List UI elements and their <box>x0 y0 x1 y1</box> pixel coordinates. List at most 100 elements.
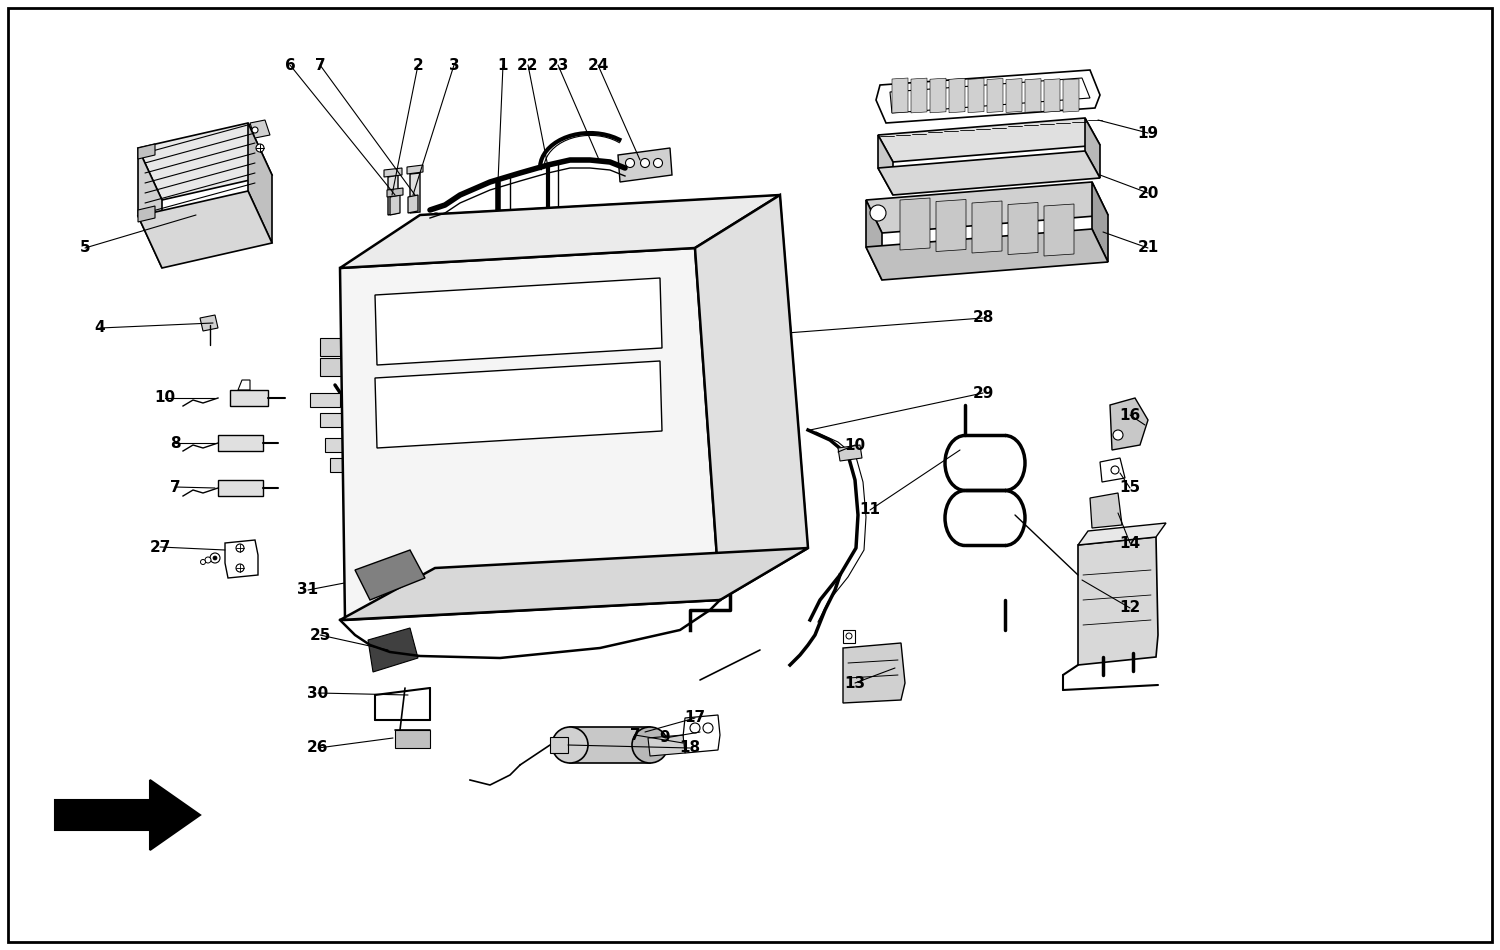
Polygon shape <box>890 78 1090 113</box>
Text: 14: 14 <box>1119 536 1140 550</box>
Polygon shape <box>1064 79 1078 112</box>
Polygon shape <box>936 200 966 252</box>
Circle shape <box>632 727 668 763</box>
Text: 31: 31 <box>297 582 318 598</box>
Polygon shape <box>340 195 780 268</box>
Polygon shape <box>550 737 568 753</box>
Polygon shape <box>930 78 946 113</box>
Circle shape <box>626 159 634 167</box>
Polygon shape <box>555 560 578 577</box>
Polygon shape <box>968 79 984 113</box>
Text: 30: 30 <box>308 686 328 700</box>
Text: 21: 21 <box>1137 240 1158 256</box>
Polygon shape <box>839 445 862 461</box>
Polygon shape <box>694 195 808 600</box>
Polygon shape <box>356 550 424 600</box>
Polygon shape <box>1110 398 1148 450</box>
Polygon shape <box>310 393 340 407</box>
Circle shape <box>870 205 886 221</box>
Text: 11: 11 <box>859 503 880 518</box>
Text: 7: 7 <box>170 480 180 495</box>
Text: 13: 13 <box>844 675 865 691</box>
Polygon shape <box>410 173 420 213</box>
Circle shape <box>256 144 264 152</box>
Circle shape <box>456 536 464 544</box>
Polygon shape <box>1007 79 1022 112</box>
Polygon shape <box>878 151 1100 195</box>
Polygon shape <box>340 548 808 620</box>
Polygon shape <box>387 188 404 197</box>
Polygon shape <box>1078 523 1166 545</box>
Polygon shape <box>56 780 200 850</box>
Polygon shape <box>375 361 662 448</box>
Text: 5: 5 <box>80 240 90 256</box>
Circle shape <box>236 564 244 572</box>
Text: 6: 6 <box>285 58 296 72</box>
Polygon shape <box>230 390 268 406</box>
Text: 16: 16 <box>1119 408 1140 423</box>
Polygon shape <box>320 413 350 427</box>
Polygon shape <box>878 118 1100 162</box>
Polygon shape <box>420 195 808 568</box>
Polygon shape <box>138 144 154 159</box>
Text: 25: 25 <box>309 628 330 642</box>
Polygon shape <box>456 532 464 548</box>
Polygon shape <box>1084 118 1100 178</box>
Circle shape <box>210 553 220 563</box>
Polygon shape <box>1090 493 1122 528</box>
Text: 7: 7 <box>315 58 326 72</box>
Text: 9: 9 <box>660 731 670 746</box>
Polygon shape <box>320 358 348 376</box>
Text: 20: 20 <box>1137 185 1158 200</box>
Polygon shape <box>618 148 672 182</box>
Polygon shape <box>648 735 686 756</box>
Text: 22: 22 <box>518 58 538 72</box>
Polygon shape <box>878 135 892 195</box>
Polygon shape <box>406 165 423 174</box>
Circle shape <box>201 560 206 564</box>
Text: 3: 3 <box>448 58 459 72</box>
Text: 17: 17 <box>684 711 705 726</box>
Text: 4: 4 <box>94 320 105 335</box>
Polygon shape <box>1100 458 1125 482</box>
Circle shape <box>690 723 700 733</box>
Circle shape <box>1112 466 1119 474</box>
Polygon shape <box>682 715 720 753</box>
Circle shape <box>704 723 712 733</box>
Polygon shape <box>225 540 258 578</box>
Polygon shape <box>900 198 930 250</box>
Polygon shape <box>248 123 272 243</box>
Polygon shape <box>320 338 348 356</box>
Circle shape <box>206 557 212 563</box>
Polygon shape <box>843 643 904 703</box>
Polygon shape <box>408 195 419 213</box>
Circle shape <box>640 159 650 167</box>
Polygon shape <box>375 278 662 365</box>
Polygon shape <box>486 532 494 548</box>
Text: 29: 29 <box>972 386 993 401</box>
Polygon shape <box>394 730 430 748</box>
Text: 15: 15 <box>1119 481 1140 496</box>
Text: 27: 27 <box>150 540 171 555</box>
Circle shape <box>846 633 852 639</box>
Polygon shape <box>138 206 154 222</box>
Polygon shape <box>910 78 927 113</box>
Polygon shape <box>200 315 217 331</box>
Polygon shape <box>972 201 1002 253</box>
Circle shape <box>213 556 217 560</box>
Circle shape <box>654 159 663 167</box>
Text: 1: 1 <box>498 58 508 72</box>
Circle shape <box>430 213 441 223</box>
Polygon shape <box>1078 537 1158 665</box>
Polygon shape <box>330 458 360 472</box>
Polygon shape <box>368 628 419 672</box>
Polygon shape <box>865 182 1108 233</box>
Circle shape <box>552 727 588 763</box>
Polygon shape <box>1044 204 1074 256</box>
Polygon shape <box>384 168 402 177</box>
Circle shape <box>252 127 258 133</box>
Polygon shape <box>138 191 272 268</box>
Polygon shape <box>1008 202 1038 255</box>
Polygon shape <box>138 148 162 268</box>
Polygon shape <box>987 79 1004 112</box>
